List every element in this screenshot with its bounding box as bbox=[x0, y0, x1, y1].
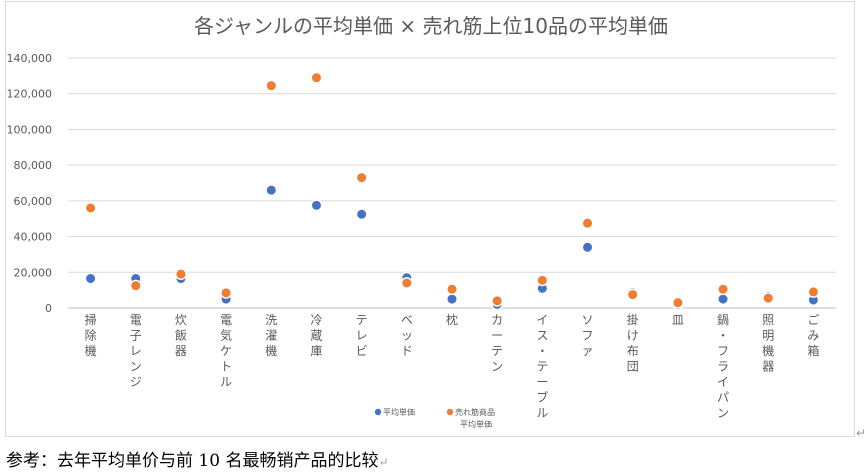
y-tick-label: 140,000 bbox=[7, 52, 53, 65]
x-tick-label: 鍋・フライパン bbox=[717, 312, 729, 420]
x-tick-label: ベッド bbox=[401, 313, 413, 358]
bestseller-price-point bbox=[671, 296, 684, 309]
avg-price-point bbox=[355, 208, 368, 221]
y-tick-label: 60,000 bbox=[14, 195, 53, 208]
y-tick-label: 0 bbox=[45, 302, 52, 315]
bestseller-price-point bbox=[762, 292, 775, 305]
avg-price-point bbox=[581, 241, 594, 254]
x-tick-label: カーテン bbox=[491, 313, 503, 374]
bestseller-price-point bbox=[717, 283, 729, 296]
bestseller-price-point bbox=[84, 202, 97, 214]
y-tick-label: 120,000 bbox=[7, 88, 53, 101]
chart-title: 各ジャンルの平均単価 × 売れ筋上位10品の平均単価 bbox=[194, 14, 668, 38]
x-tick-label: 電子レンジ bbox=[130, 313, 142, 389]
bestseller-price-point bbox=[807, 286, 820, 298]
legend-label-bestseller-price: 売れ筋商品平均単価 bbox=[455, 407, 495, 429]
x-tick-label: 掛け布団 bbox=[627, 312, 639, 374]
legend-label-avg-price: 平均単価 bbox=[383, 407, 415, 417]
bestseller-price-point bbox=[400, 277, 413, 289]
legend-marker-bestseller-price bbox=[446, 408, 454, 416]
avg-price-point bbox=[717, 293, 729, 305]
avg-price-point bbox=[310, 199, 323, 212]
y-tick-label: 20,000 bbox=[14, 266, 53, 279]
x-tick-label: ごみ箱 bbox=[807, 312, 819, 358]
figure-caption: 参考：去年平均单价与前 10 名最畅销产品的比较↵ bbox=[6, 446, 389, 471]
x-tick-label: 冷蔵庫 bbox=[310, 313, 322, 358]
x-tick-label: テレビ bbox=[356, 313, 368, 358]
y-tick-label: 80,000 bbox=[14, 159, 53, 172]
x-tick-label: 皿 bbox=[672, 313, 684, 327]
bestseller-price-point bbox=[581, 217, 594, 230]
x-tick-label: 電気ケトル bbox=[220, 313, 232, 389]
x-tick-label: イス・テーブル bbox=[536, 313, 548, 420]
bestseller-price-point bbox=[446, 283, 458, 296]
x-tick-label: 掃除機 bbox=[85, 312, 97, 358]
bestseller-price-point bbox=[536, 274, 549, 287]
chart-area: 各ジャンルの平均単価 × 売れ筋上位10品の平均単価 0 20,000 40,000… bbox=[5, 1, 855, 437]
bestseller-price-point bbox=[175, 268, 187, 280]
bestseller-price-point bbox=[265, 79, 278, 92]
legend-marker-avg-price bbox=[374, 408, 382, 416]
y-tick-label: 100,000 bbox=[7, 123, 53, 136]
x-tick-label: 炊飯器 bbox=[175, 313, 187, 358]
bestseller-price-point bbox=[129, 279, 142, 292]
avg-price-point bbox=[265, 184, 278, 197]
x-tick-label: 照明機器 bbox=[762, 313, 774, 374]
avg-price-point bbox=[446, 293, 458, 305]
x-tick-label: 枕 bbox=[446, 312, 458, 327]
bestseller-price-point bbox=[310, 71, 323, 84]
y-tick-label: 40,000 bbox=[14, 231, 53, 244]
bestseller-price-point bbox=[355, 171, 368, 184]
bestseller-price-point bbox=[626, 288, 639, 301]
return-mark-glyph: ↵ bbox=[856, 426, 867, 440]
bestseller-price-point bbox=[220, 286, 233, 299]
caption-text: 参考：去年平均单价与前 10 名最畅销产品的比较 bbox=[6, 451, 379, 471]
return-mark-glyph: ↵ bbox=[378, 455, 389, 469]
scatter-chart: 各ジャンルの平均単価 × 売れ筋上位10品の平均単価 0 20,000 40,000… bbox=[7, 14, 836, 429]
avg-price-point bbox=[84, 272, 97, 285]
bestseller-price-point bbox=[491, 294, 504, 307]
x-tick-label: ソファ bbox=[582, 313, 594, 358]
x-tick-label: 洗濯機 bbox=[265, 313, 277, 358]
